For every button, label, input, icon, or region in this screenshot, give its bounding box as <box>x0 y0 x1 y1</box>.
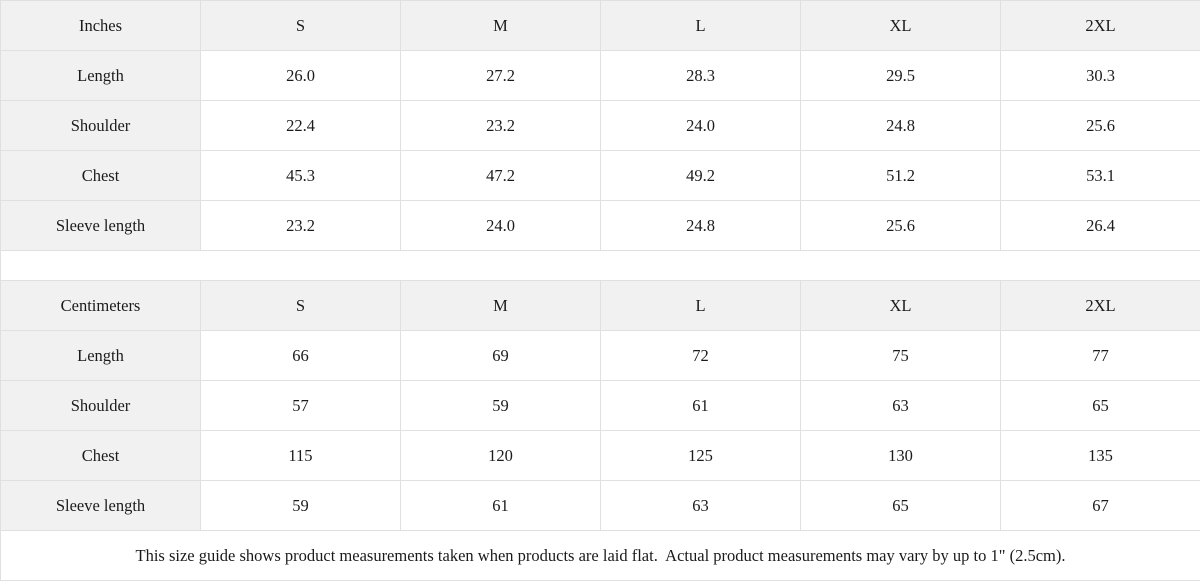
size-header-s: S <box>201 1 401 51</box>
size-guide-note: This size guide shows product measuremen… <box>1 531 1200 581</box>
value-cell: 23.2 <box>201 201 401 251</box>
value-cell: 45.3 <box>201 151 401 201</box>
row-label-sleeve-length: Sleeve length <box>1 201 201 251</box>
value-cell: 59 <box>401 381 601 431</box>
value-cell: 25.6 <box>801 201 1001 251</box>
inches-unit-header: Inches <box>1 1 201 51</box>
value-cell: 72 <box>601 331 801 381</box>
size-header-m: M <box>401 1 601 51</box>
value-cell: 63 <box>601 481 801 531</box>
value-cell: 75 <box>801 331 1001 381</box>
value-cell: 120 <box>401 431 601 481</box>
value-cell: 63 <box>801 381 1001 431</box>
value-cell: 65 <box>1001 381 1200 431</box>
size-header-m: M <box>401 281 601 331</box>
footer-note-row: This size guide shows product measuremen… <box>1 531 1200 581</box>
value-cell: 27.2 <box>401 51 601 101</box>
row-label-chest: Chest <box>1 431 201 481</box>
value-cell: 26.4 <box>1001 201 1200 251</box>
value-cell: 24.8 <box>601 201 801 251</box>
table-row: Shoulder 22.4 23.2 24.0 24.8 25.6 <box>1 101 1200 151</box>
row-label-shoulder: Shoulder <box>1 381 201 431</box>
value-cell: 67 <box>1001 481 1200 531</box>
size-header-l: L <box>601 1 801 51</box>
value-cell: 51.2 <box>801 151 1001 201</box>
value-cell: 30.3 <box>1001 51 1200 101</box>
row-label-shoulder: Shoulder <box>1 101 201 151</box>
value-cell: 25.6 <box>1001 101 1200 151</box>
table-row: Sleeve length 59 61 63 65 67 <box>1 481 1200 531</box>
value-cell: 135 <box>1001 431 1200 481</box>
size-header-l: L <box>601 281 801 331</box>
value-cell: 22.4 <box>201 101 401 151</box>
value-cell: 24.8 <box>801 101 1001 151</box>
size-header-2xl: 2XL <box>1001 281 1200 331</box>
value-cell: 29.5 <box>801 51 1001 101</box>
row-label-length: Length <box>1 51 201 101</box>
centimeters-unit-header: Centimeters <box>1 281 201 331</box>
table-row: Chest 45.3 47.2 49.2 51.2 53.1 <box>1 151 1200 201</box>
inches-header-row: Inches S M L XL 2XL <box>1 1 1200 51</box>
size-header-2xl: 2XL <box>1001 1 1200 51</box>
row-label-length: Length <box>1 331 201 381</box>
row-label-sleeve-length: Sleeve length <box>1 481 201 531</box>
value-cell: 47.2 <box>401 151 601 201</box>
value-cell: 115 <box>201 431 401 481</box>
table-row: Length 66 69 72 75 77 <box>1 331 1200 381</box>
table-row: Shoulder 57 59 61 63 65 <box>1 381 1200 431</box>
spacer-cell <box>1 251 1200 281</box>
value-cell: 26.0 <box>201 51 401 101</box>
size-header-s: S <box>201 281 401 331</box>
value-cell: 125 <box>601 431 801 481</box>
value-cell: 61 <box>601 381 801 431</box>
value-cell: 77 <box>1001 331 1200 381</box>
value-cell: 24.0 <box>401 201 601 251</box>
value-cell: 49.2 <box>601 151 801 201</box>
size-header-xl: XL <box>801 1 1001 51</box>
section-spacer-row <box>1 251 1200 281</box>
value-cell: 28.3 <box>601 51 801 101</box>
value-cell: 59 <box>201 481 401 531</box>
value-cell: 66 <box>201 331 401 381</box>
centimeters-header-row: Centimeters S M L XL 2XL <box>1 281 1200 331</box>
table-row: Sleeve length 23.2 24.0 24.8 25.6 26.4 <box>1 201 1200 251</box>
value-cell: 53.1 <box>1001 151 1200 201</box>
value-cell: 69 <box>401 331 601 381</box>
table-row: Chest 115 120 125 130 135 <box>1 431 1200 481</box>
row-label-chest: Chest <box>1 151 201 201</box>
value-cell: 24.0 <box>601 101 801 151</box>
value-cell: 65 <box>801 481 1001 531</box>
value-cell: 57 <box>201 381 401 431</box>
table-row: Length 26.0 27.2 28.3 29.5 30.3 <box>1 51 1200 101</box>
size-header-xl: XL <box>801 281 1001 331</box>
value-cell: 23.2 <box>401 101 601 151</box>
value-cell: 130 <box>801 431 1001 481</box>
value-cell: 61 <box>401 481 601 531</box>
